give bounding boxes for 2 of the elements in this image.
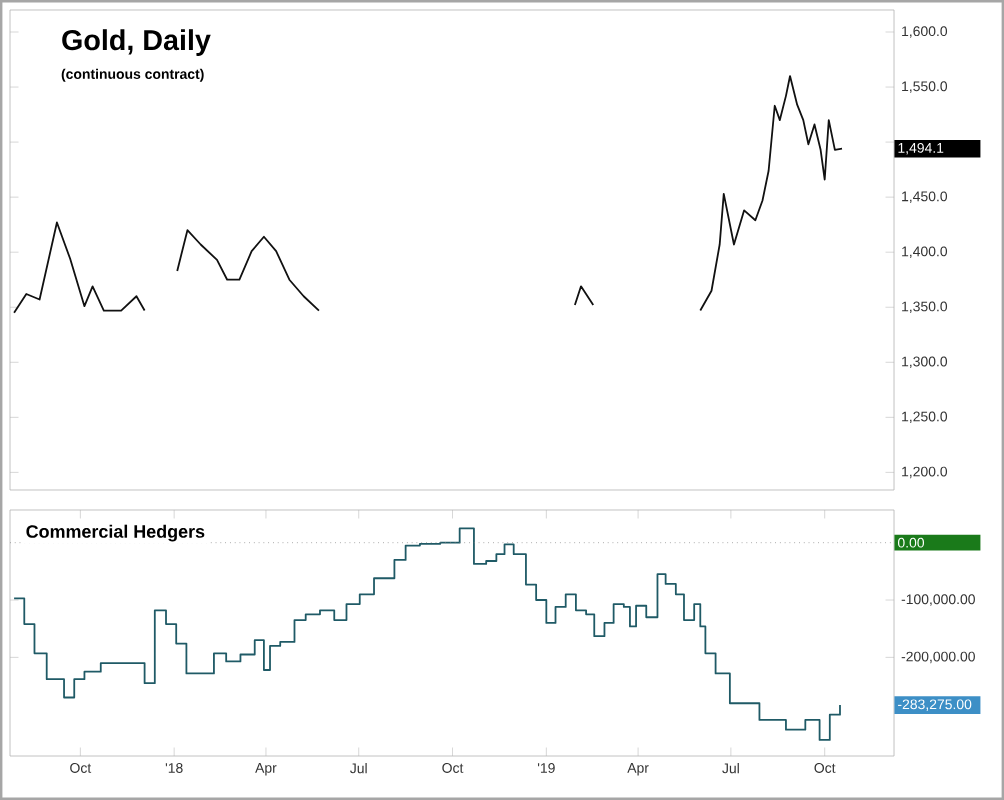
text: Commercial Hedgers xyxy=(26,524,205,542)
text: Gold, Daily xyxy=(62,29,211,56)
